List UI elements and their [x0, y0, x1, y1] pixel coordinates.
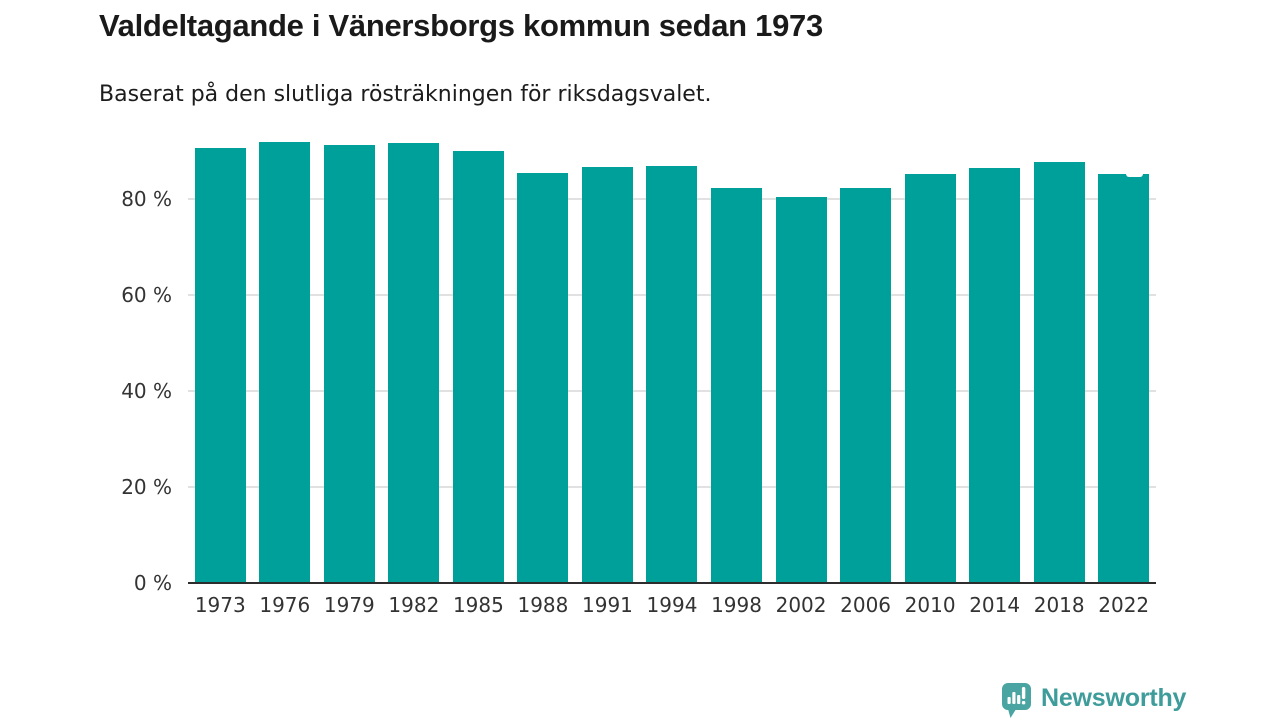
x-tick-label-2006: 2006 [840, 593, 892, 617]
bar-slot-2014 [962, 103, 1027, 583]
bar-slot-1979 [317, 103, 382, 583]
bar-slot-1988 [511, 103, 576, 583]
bar-2018 [1033, 161, 1085, 583]
y-tick-label-80: 80 % [121, 187, 172, 211]
newsworthy-logo: Newsworthy [1001, 682, 1186, 719]
chart-subtitle: Baserat på den slutliga rösträkningen fö… [99, 82, 712, 107]
x-tick-label-2014: 2014 [969, 593, 1021, 617]
bar-1994 [646, 165, 698, 583]
bar-slot-1976 [253, 103, 318, 583]
y-tick-label-60: 60 % [121, 283, 172, 307]
bar-2006 [840, 188, 892, 583]
chart-title: Valdeltagande i Vänersborgs kommun sedan… [99, 8, 823, 43]
x-tick-label-1976: 1976 [259, 593, 311, 617]
bar-slot-2022 [1091, 103, 1156, 583]
bar-1985 [452, 151, 504, 583]
bar-2022 [1098, 174, 1150, 583]
bar-1976 [259, 141, 311, 583]
x-tick-label-1985: 1985 [452, 593, 504, 617]
x-tick-label-2018: 2018 [1033, 593, 1085, 617]
x-axis-labels: 1973 1976 1979 1982 1985 1988 1991 1994 1998 2002… [188, 593, 1156, 617]
x-tick-label-1998: 1998 [711, 593, 762, 617]
x-tick-label-1988: 1988 [517, 593, 569, 617]
x-tick-label-1991: 1991 [582, 593, 633, 617]
newsworthy-wordmark: Newsworthy [1041, 683, 1187, 712]
bar-notch-2022 [1125, 174, 1144, 177]
x-tick-label-2010: 2010 [904, 593, 956, 617]
bar-slot-2018 [1027, 103, 1092, 583]
bar-slot-1998 [704, 103, 769, 583]
bar-slot-1991 [575, 103, 640, 583]
x-tick-label-2022: 2022 [1098, 593, 1150, 617]
bar-1979 [323, 145, 375, 583]
y-tick-label-0: 0 % [133, 571, 172, 595]
x-tick-label-1973: 1973 [194, 593, 246, 617]
newsworthy-badge-icon [1002, 683, 1031, 718]
bar-slot-1985 [446, 103, 511, 583]
bar-2014 [969, 168, 1021, 583]
bar-slot-1982 [382, 103, 447, 583]
bar-1988 [517, 172, 569, 583]
x-tick-label-1994: 1994 [646, 593, 698, 617]
bar-slot-2006 [833, 103, 898, 583]
bar-slot-2010 [898, 103, 963, 583]
bar-2002 [775, 196, 827, 583]
bar-2010 [904, 173, 956, 583]
bar-slot-2002 [769, 103, 834, 583]
x-axis-line [188, 582, 1156, 584]
y-tick-label-40: 40 % [121, 379, 172, 403]
bar-1982 [388, 142, 440, 583]
x-tick-label-1979: 1979 [323, 593, 375, 617]
bar-1991 [581, 166, 633, 583]
bar-slot-1994 [640, 103, 705, 583]
bar-slot-1973 [188, 103, 253, 583]
bar-1973 [194, 148, 246, 583]
x-tick-label-1982: 1982 [388, 593, 440, 617]
plot-area [188, 103, 1156, 584]
y-tick-label-20: 20 % [121, 475, 172, 499]
x-tick-label-2002: 2002 [775, 593, 827, 617]
bar-series [188, 103, 1156, 583]
bar-1998 [711, 187, 763, 583]
